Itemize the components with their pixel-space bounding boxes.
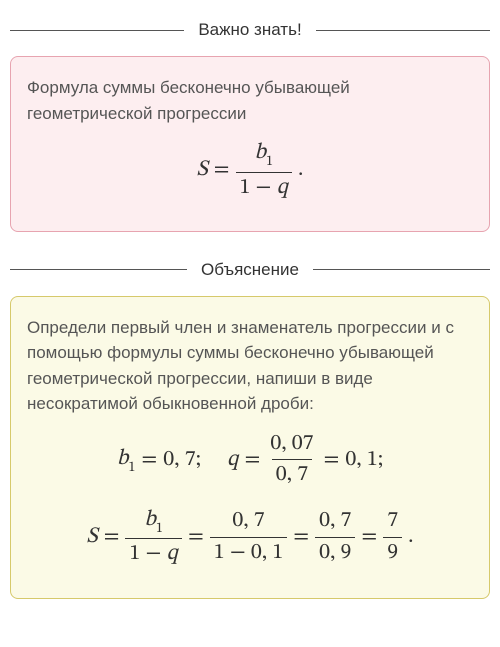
fraction: b1 1 − q (236, 140, 293, 201)
fraction: 0, 7 1 − 0, 1 (210, 508, 287, 566)
explanation-text: Определи первый член и знаменатель прогр… (27, 315, 473, 417)
calculation-line: S = b1 1 − q = 0, 7 1 − 0, 1 = 0, (27, 507, 473, 568)
section-explanation: Объяснение (10, 260, 490, 280)
divider-line (10, 30, 184, 31)
fraction: b1 1 − q (125, 507, 182, 568)
divider-line (316, 30, 490, 31)
values-line: b1 = 0, 7; q = 0, 07 0, 7 = 0, 1; (27, 431, 473, 489)
section-important: Важно знать! (10, 20, 490, 40)
equals: = (214, 156, 230, 184)
section-title: Важно знать! (184, 20, 315, 40)
formula-box: Формула суммы бесконечно убывающей геоме… (10, 56, 490, 232)
section-title: Объяснение (187, 260, 313, 280)
formula-intro-text: Формула суммы бесконечно убывающей геоме… (27, 75, 473, 126)
explanation-box: Определи первый член и знаменатель прогр… (10, 296, 490, 599)
var-S: S (197, 156, 208, 184)
divider-line (10, 269, 187, 270)
fraction: 7 9 (383, 508, 402, 566)
divider-line (313, 269, 490, 270)
period: . (298, 156, 303, 184)
sum-formula: S = b1 1 − q . (27, 140, 473, 201)
fraction: 0, 7 0, 9 (315, 508, 355, 566)
fraction: 0, 07 0, 7 (266, 431, 317, 489)
